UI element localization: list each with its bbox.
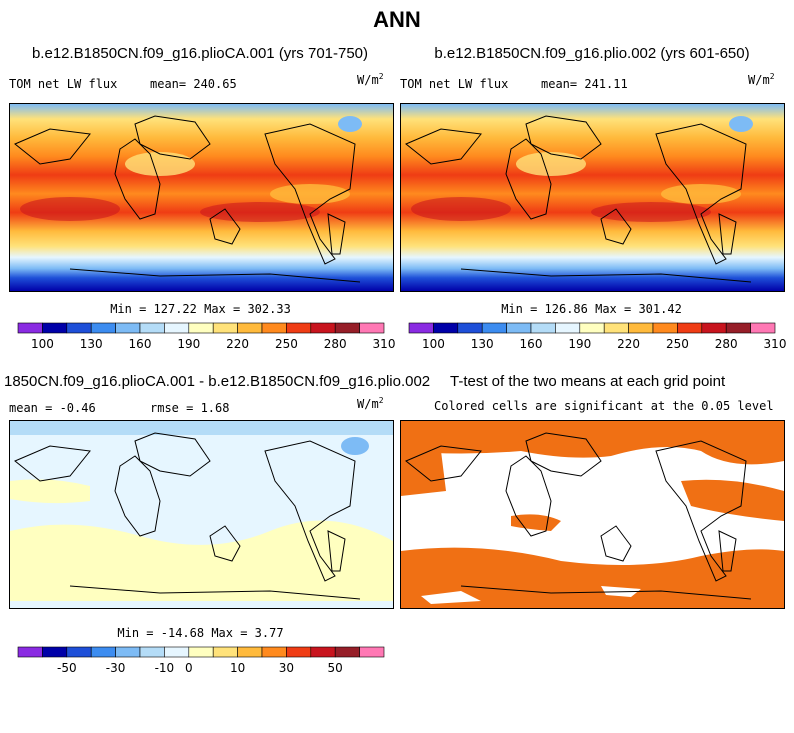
colorbar-swatch (90, 646, 116, 658)
colorbar-tick-label: 220 (617, 337, 640, 351)
colorbar-tick-label: 130 (80, 337, 103, 351)
colorbar-swatch (603, 322, 629, 334)
colorbar-swatch (66, 322, 92, 334)
panel-3-rmse-label: rmse = 1.68 (150, 401, 230, 415)
colorbar-tick-label: 280 (715, 337, 738, 351)
colorbar-tick-label: 50 (328, 661, 343, 675)
colorbar-tick-label: 130 (471, 337, 494, 351)
colorbar-swatch (188, 322, 214, 334)
panel-3-title: 1850CN.f09_g16.plioCA.001 - b.e12.B1850C… (4, 373, 431, 390)
colorbar-swatch (506, 322, 532, 334)
panel-3-units: W/m2 (357, 396, 384, 411)
panel-1-colorbar: 100 130 160 190 220 250 280 310 (17, 322, 395, 353)
panel-2-colorbar: 100 130 160 190 220 250 280 310 (408, 322, 786, 353)
colorbar-swatch (237, 646, 263, 658)
colorbar-tick-label: 190 (568, 337, 591, 351)
colorbar-swatch (115, 322, 141, 334)
colorbar-swatch (164, 646, 190, 658)
colorbar-swatch (164, 322, 190, 334)
colorbar-swatch (42, 322, 68, 334)
colorbar-swatch (17, 322, 43, 334)
colorbar-tick-label: -10 (155, 661, 175, 675)
figure-title: ANN (373, 7, 421, 32)
colorbar-swatch (188, 646, 214, 658)
panel-4-map (400, 420, 785, 609)
panel-2-title: b.e12.B1850CN.f09_g16.plio.002 (yrs 601-… (434, 45, 750, 62)
colorbar-swatch (115, 646, 141, 658)
colorbar-tick-label: 250 (275, 337, 298, 351)
panel-1-title: b.e12.B1850CN.f09_g16.plioCA.001 (yrs 70… (31, 45, 369, 62)
colorbar-swatch (261, 646, 287, 658)
colorbar-tick-label: 310 (764, 337, 787, 351)
colorbar-swatch (212, 646, 238, 658)
panel-2-minmax: Min = 126.86 Max = 301.42 (501, 302, 682, 316)
colorbar-tick-label: 190 (177, 337, 200, 351)
panel-1-map (9, 103, 394, 292)
colorbar-swatch (579, 322, 605, 334)
colorbar-swatch (359, 322, 385, 334)
panel-1-minmax: Min = 127.22 Max = 302.33 (110, 302, 291, 316)
colorbar-swatch (457, 322, 483, 334)
colorbar-swatch (334, 322, 360, 334)
colorbar-tick-label: 280 (324, 337, 347, 351)
panel-2-variable-label: TOM net LW flux (400, 77, 509, 91)
colorbar-swatch (677, 322, 703, 334)
colorbar-tick-label: 100 (31, 337, 54, 351)
colorbar-swatch (725, 322, 751, 334)
colorbar-swatch (212, 322, 238, 334)
panel-2-mean-label: mean= 241.11 (541, 77, 628, 91)
panel-2-map (400, 103, 785, 292)
colorbar-swatch (652, 322, 678, 334)
colorbar-swatch (359, 646, 385, 658)
colorbar-tick-label: 310 (373, 337, 396, 351)
colorbar-swatch (42, 646, 68, 658)
colorbar-tick-label: -30 (106, 661, 126, 675)
panel-4-title: T-test of the two means at each grid poi… (450, 373, 726, 390)
colorbar-swatch (237, 322, 263, 334)
colorbar-tick-label: 250 (666, 337, 689, 351)
colorbar-swatch (310, 646, 336, 658)
panel-1-units: W/m2 (357, 72, 384, 87)
colorbar-tick-label: 0 (185, 661, 193, 675)
colorbar-swatch (139, 646, 165, 658)
panel-3-map (9, 420, 394, 609)
colorbar-swatch (628, 322, 654, 334)
colorbar-tick-label: -50 (57, 661, 77, 675)
colorbar-tick-label: 30 (279, 661, 294, 675)
colorbar-swatch (90, 322, 116, 334)
colorbar-swatch (286, 322, 312, 334)
colorbar-swatch (481, 322, 507, 334)
colorbar-swatch (334, 646, 360, 658)
colorbar-swatch (555, 322, 581, 334)
colorbar-tick-label: 220 (226, 337, 249, 351)
colorbar-tick-label: 10 (230, 661, 245, 675)
colorbar-swatch (701, 322, 727, 334)
panel-3-minmax: Min = -14.68 Max = 3.77 (117, 626, 284, 640)
panel-1-mean-label: mean= 240.65 (150, 77, 237, 91)
colorbar-swatch (408, 322, 434, 334)
panel-3-colorbar: -50 -30 -10 0 10 30 50 (17, 646, 385, 677)
panel-1-variable-label: TOM net LW flux (9, 77, 118, 91)
colorbar-tick-label: 160 (520, 337, 543, 351)
panel-3-mean-label: mean = -0.46 (9, 401, 96, 415)
colorbar-swatch (17, 646, 43, 658)
colorbar-swatch (310, 322, 336, 334)
panel-2-units: W/m2 (748, 72, 775, 87)
colorbar-swatch (750, 322, 776, 334)
colorbar-swatch (433, 322, 459, 334)
colorbar-swatch (286, 646, 312, 658)
colorbar-tick-label: 100 (422, 337, 445, 351)
colorbar-tick-label: 160 (129, 337, 152, 351)
colorbar-swatch (66, 646, 92, 658)
colorbar-swatch (139, 322, 165, 334)
colorbar-swatch (530, 322, 556, 334)
panel-4-subtitle: Colored cells are significant at the 0.0… (434, 399, 774, 413)
colorbar-swatch (261, 322, 287, 334)
